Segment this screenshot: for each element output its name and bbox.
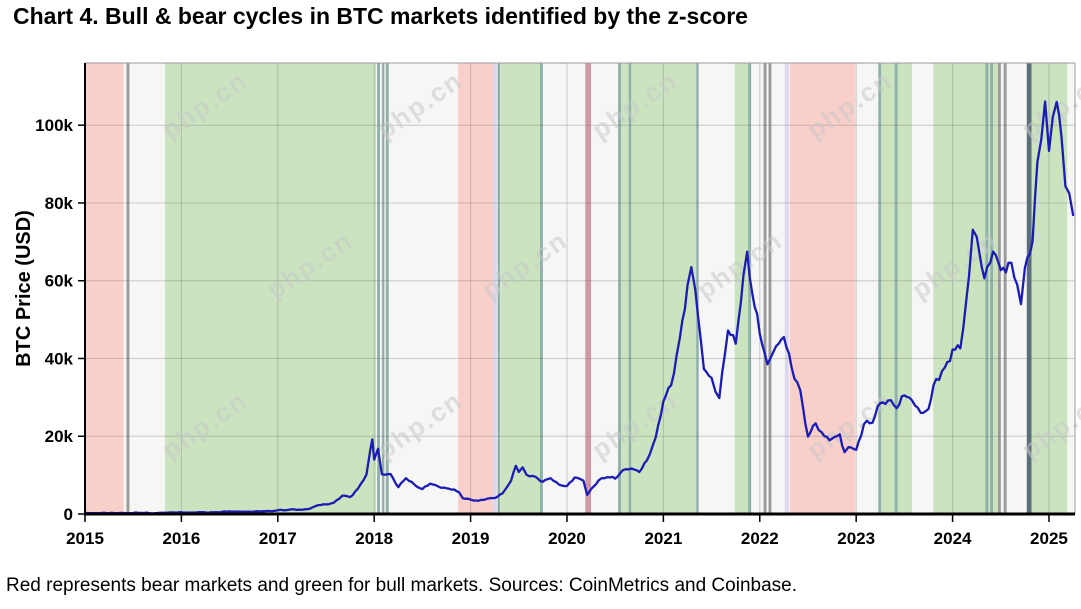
x-tick-label-2017: 2017 [259,529,297,548]
y-tick-label-60k: 60k [45,272,74,291]
regime-band-gray-line [763,63,767,514]
regime-band-teal-line [381,63,385,514]
y-tick-label-100k: 100k [35,116,73,135]
x-tick-label-2022: 2022 [741,529,779,548]
y-tick-label-80k: 80k [45,194,74,213]
price-line [83,100,1075,515]
regime-band-teal-line [377,63,380,514]
regime-band-crash [585,63,592,514]
regime-band-gray-line [997,63,1001,514]
regime-band-lavender [784,63,789,514]
x-tick-label-2015: 2015 [66,529,104,548]
x-tick-label-2020: 2020 [548,529,586,548]
regime-band-bear [86,63,124,514]
regime-band-teal-line [497,63,501,514]
regime-band-teal-line [628,63,632,514]
y-axis-title: BTC Price (USD) [13,210,35,367]
regime-band-bull [165,63,377,514]
chart-footnote: Red represents bear markets and green fo… [6,575,797,596]
regime-band-teal-line [696,63,699,514]
x-tick-label-2025: 2025 [1030,529,1068,548]
regime-band-gray-line [768,63,772,514]
x-tick-label-2018: 2018 [355,529,393,548]
regime-band-bear [789,63,856,514]
regime-band-teal-line [540,63,543,514]
chart-title: Chart 4. Bull & bear cycles in BTC marke… [13,3,748,29]
x-tick-label-2021: 2021 [644,529,682,548]
regime-band-slate [1026,63,1032,514]
y-tick-label-40k: 40k [45,349,74,368]
regime-band-teal-line [748,63,752,514]
regime-band-gray-line [1003,63,1007,514]
regime-band-teal-line [990,63,994,514]
regime-band-teal-line [878,63,882,514]
regime-band-teal-line [385,63,389,514]
regime-band-gray-line [126,63,130,514]
regime-band-lavender [492,63,497,514]
x-tick-label-2019: 2019 [452,529,490,548]
x-tick-label-2024: 2024 [934,529,972,548]
regime-band-bull [500,63,542,514]
y-tick-label-20k: 20k [45,427,74,446]
x-tick-label-2016: 2016 [162,529,200,548]
regime-band-bear [458,63,493,514]
regime-band-teal-line [894,63,898,514]
y-tick-label-0: 0 [64,505,73,524]
regime-band-bull [621,63,697,514]
regime-band-teal-line [618,63,621,514]
x-tick-label-2023: 2023 [837,529,875,548]
regime-band-teal-line [985,63,989,514]
